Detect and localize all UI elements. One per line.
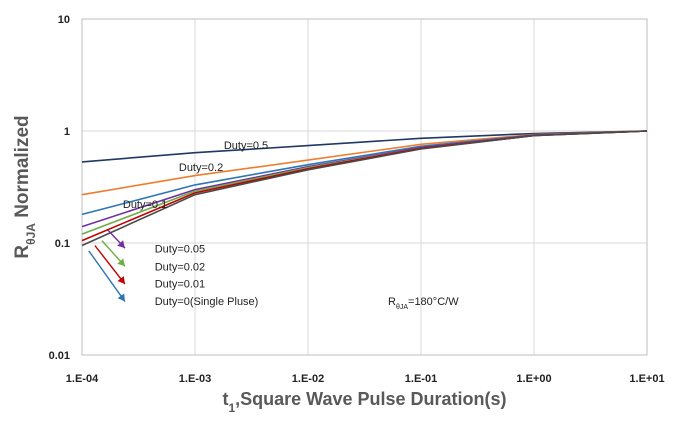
series-line-duty-0-05 [81, 130, 648, 228]
annotation-arrow [88, 250, 126, 302]
annotation-arrowhead [117, 276, 125, 285]
series-annotation: Duty=0.1 [123, 199, 167, 211]
series-line-duty-0-02 [81, 130, 648, 235]
series-line-duty-0-single-pluse [81, 130, 648, 247]
series-annotation: Duty=0.01 [155, 279, 205, 291]
series-line-duty-0-2 [81, 130, 648, 196]
y-axis-title: RθJA Normalized [12, 115, 38, 258]
series-annotation: Duty=0.5 [224, 140, 268, 152]
x-axis-title: t1,Square Wave Pulse Duration(s) [222, 389, 506, 415]
x-tick-label: 1.E+00 [516, 373, 551, 385]
x-tick-label: 1.E-04 [66, 373, 99, 385]
y-tick-label: 0.01 [49, 350, 70, 362]
x-tick-label: 1.E-01 [405, 373, 437, 385]
plot-area-frame [81, 18, 648, 356]
series-line-duty-0-01 [81, 130, 648, 242]
annotation-arrows [88, 229, 126, 302]
series-line-duty-0-5 [81, 130, 648, 163]
annotation-arrow [94, 245, 126, 285]
series-annotation: Duty=0(Single Pluse) [155, 296, 259, 308]
x-tick-labels: 1.E-04 1.E-03 1.E-02 1.E-01 1.E+00 1.E+01 [66, 373, 665, 385]
x-tick-label: 1.E+01 [629, 373, 664, 385]
annotation-arrowhead [117, 240, 125, 249]
rthja-note: RθJA=180°C/W [388, 296, 459, 311]
y-tick-label: 1 [64, 126, 70, 138]
x-tick-label: 1.E-02 [292, 373, 324, 385]
y-tick-label: 0.1 [55, 238, 70, 250]
series-annotation: Duty=0.05 [155, 244, 205, 256]
annotation-arrowhead [117, 293, 125, 302]
series-annotation: Duty=0.2 [179, 162, 223, 174]
x-tick-label: 1.E-03 [179, 373, 211, 385]
y-tick-label: 10 [58, 14, 70, 26]
series-lines [81, 130, 648, 247]
annotation-arrowhead [117, 258, 125, 267]
series-annotation: Duty=0.02 [155, 261, 205, 273]
y-tick-labels: 0.01 0.1 1 10 [49, 14, 70, 362]
